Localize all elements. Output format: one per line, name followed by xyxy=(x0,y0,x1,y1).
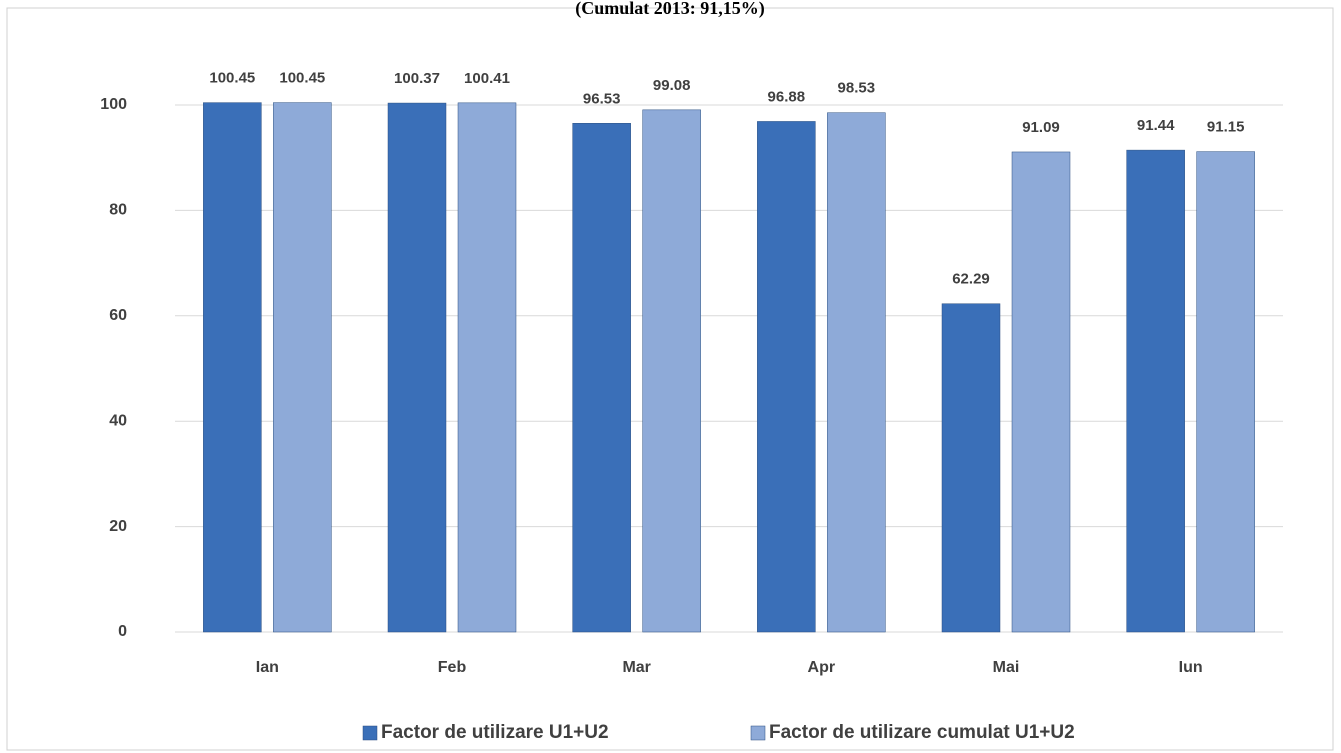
value-label: 100.37 xyxy=(394,70,440,87)
value-label: 62.29 xyxy=(952,271,990,288)
legend-label: Factor de utilizare cumulat U1+U2 xyxy=(769,722,1075,743)
bar xyxy=(273,102,332,633)
x-tick-label: Apr xyxy=(808,659,836,676)
chart-title: (Cumulat 2013: 91,15%) xyxy=(575,0,765,19)
bar xyxy=(203,102,262,633)
bar xyxy=(1011,151,1071,633)
bar xyxy=(827,112,886,633)
bar xyxy=(642,109,701,633)
value-label: 100.45 xyxy=(279,70,325,87)
y-tick-label: 100 xyxy=(100,96,127,113)
bar xyxy=(1126,149,1185,633)
x-tick-label: Mai xyxy=(993,659,1020,676)
x-tick-label: Ian xyxy=(256,659,279,676)
bar xyxy=(387,102,447,633)
value-label: 100.41 xyxy=(464,70,510,87)
value-label: 100.45 xyxy=(209,70,255,87)
y-tick-label: 20 xyxy=(109,518,127,535)
value-label: 99.08 xyxy=(653,77,691,94)
y-tick-label: 0 xyxy=(118,623,127,640)
value-label: 96.88 xyxy=(768,88,806,105)
value-label: 96.53 xyxy=(583,90,621,107)
x-tick-label: Feb xyxy=(438,659,467,676)
legend-swatch xyxy=(750,725,766,741)
value-label: 91.09 xyxy=(1022,119,1060,136)
value-label: 91.44 xyxy=(1137,117,1175,134)
x-tick-label: Iun xyxy=(1179,659,1203,676)
bar xyxy=(457,102,517,633)
value-label: 91.15 xyxy=(1207,119,1245,136)
bar xyxy=(941,303,1001,633)
y-tick-label: 80 xyxy=(109,202,127,219)
bar xyxy=(572,123,631,633)
bar xyxy=(1196,151,1255,633)
value-label: 98.53 xyxy=(838,80,876,97)
legend-label: Factor de utilizare U1+U2 xyxy=(381,722,609,743)
y-tick-label: 60 xyxy=(109,307,127,324)
x-tick-label: Mar xyxy=(622,659,650,676)
legend-swatch xyxy=(362,725,378,741)
bar xyxy=(757,121,816,633)
y-tick-label: 40 xyxy=(109,412,127,429)
